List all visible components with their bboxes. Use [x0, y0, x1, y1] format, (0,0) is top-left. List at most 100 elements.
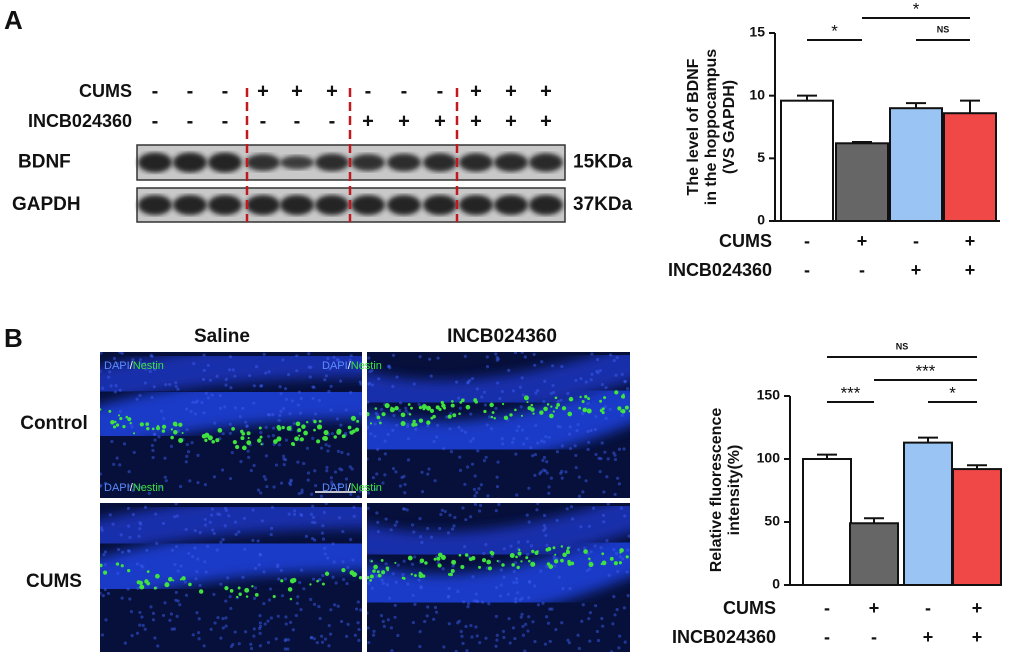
nestin-cell	[587, 397, 590, 401]
nucleus	[470, 462, 475, 466]
nucleus	[213, 621, 217, 625]
nucleus	[406, 437, 410, 441]
nucleus	[188, 479, 192, 483]
nucleus	[525, 436, 529, 441]
nucleus	[210, 507, 215, 511]
nestin-cell	[292, 443, 296, 447]
nucleus	[418, 355, 422, 359]
nucleus	[264, 425, 268, 429]
nucleus	[535, 508, 539, 512]
nucleus	[256, 539, 260, 543]
nucleus	[481, 600, 485, 604]
nestin-cell	[231, 426, 235, 431]
nestin-cell	[628, 409, 630, 413]
nucleus	[387, 364, 391, 368]
nestin-cell	[407, 403, 411, 406]
nestin-cell	[170, 428, 174, 431]
nucleus	[156, 644, 160, 648]
nestin-cell	[441, 403, 446, 408]
nucleus	[243, 547, 247, 551]
nucleus	[372, 629, 376, 633]
nucleus	[151, 618, 156, 622]
bar	[849, 522, 899, 587]
nucleus	[469, 623, 473, 628]
blot-band	[529, 153, 563, 172]
stain-name: /	[348, 482, 352, 494]
nucleus	[193, 546, 197, 550]
nucleus	[284, 438, 289, 442]
nucleus	[341, 577, 346, 582]
nestin-cell	[238, 592, 242, 596]
stain-label: DAPI/Nestin	[104, 360, 164, 372]
nucleus	[433, 479, 437, 483]
nucleus	[542, 513, 547, 518]
nucleus	[586, 401, 590, 406]
nucleus	[324, 503, 328, 506]
nucleus	[560, 364, 564, 369]
nucleus	[625, 570, 629, 574]
nucleus	[384, 562, 388, 566]
nucleus	[169, 444, 174, 448]
nucleus	[122, 442, 127, 446]
nucleus	[549, 391, 553, 396]
nucleus	[305, 446, 310, 450]
nucleus	[357, 638, 361, 643]
nestin-cell	[528, 559, 531, 563]
nestin-cell	[426, 405, 432, 411]
nestin-cell	[408, 413, 412, 416]
nucleus	[540, 360, 544, 364]
nestin-cell	[493, 417, 496, 420]
nucleus	[278, 413, 282, 417]
nucleus	[329, 476, 333, 480]
y-tick-label: 50	[764, 513, 780, 529]
nucleus	[194, 577, 198, 581]
nucleus	[425, 614, 429, 618]
nucleus	[383, 452, 387, 456]
nucleus	[227, 368, 232, 372]
nucleus	[526, 540, 530, 544]
nucleus	[307, 352, 311, 356]
treatment-sign: -	[152, 110, 159, 132]
nestin-cell	[486, 559, 492, 565]
nucleus	[191, 400, 195, 404]
nucleus	[239, 460, 243, 464]
nucleus	[213, 421, 217, 425]
nucleus	[314, 412, 318, 416]
nestin-cell	[433, 557, 437, 561]
nucleus	[456, 621, 460, 625]
nucleus	[129, 610, 134, 614]
nucleus	[169, 612, 174, 616]
band-size: 37KDa	[573, 194, 633, 215]
nucleus	[598, 470, 602, 474]
nestin-cell	[617, 406, 622, 411]
nucleus	[560, 444, 564, 448]
nucleus	[574, 466, 578, 470]
stain-name: Nestin	[351, 482, 382, 494]
nucleus	[573, 444, 577, 448]
nucleus	[132, 450, 136, 455]
nucleus	[299, 396, 303, 401]
nucleus	[548, 639, 552, 644]
nestin-cell	[281, 425, 285, 430]
nucleus	[332, 355, 336, 360]
nucleus	[623, 379, 627, 384]
nucleus	[627, 534, 630, 538]
stain-name: /	[130, 360, 134, 372]
nucleus	[457, 425, 461, 430]
nestin-cell	[530, 561, 536, 567]
nucleus	[281, 454, 286, 458]
treatment-sign: -	[222, 80, 229, 102]
nestin-cell	[367, 411, 370, 417]
nucleus	[280, 594, 285, 598]
nucleus	[114, 383, 118, 388]
nucleus	[284, 615, 288, 619]
nestin-cell	[333, 435, 337, 439]
nucleus	[586, 447, 590, 452]
nestin-cell	[117, 414, 121, 417]
nucleus	[515, 428, 519, 433]
nucleus	[393, 523, 397, 527]
nestin-cell	[531, 549, 535, 554]
nucleus	[598, 369, 602, 373]
nestin-cell	[422, 574, 426, 578]
nucleus	[338, 379, 343, 383]
